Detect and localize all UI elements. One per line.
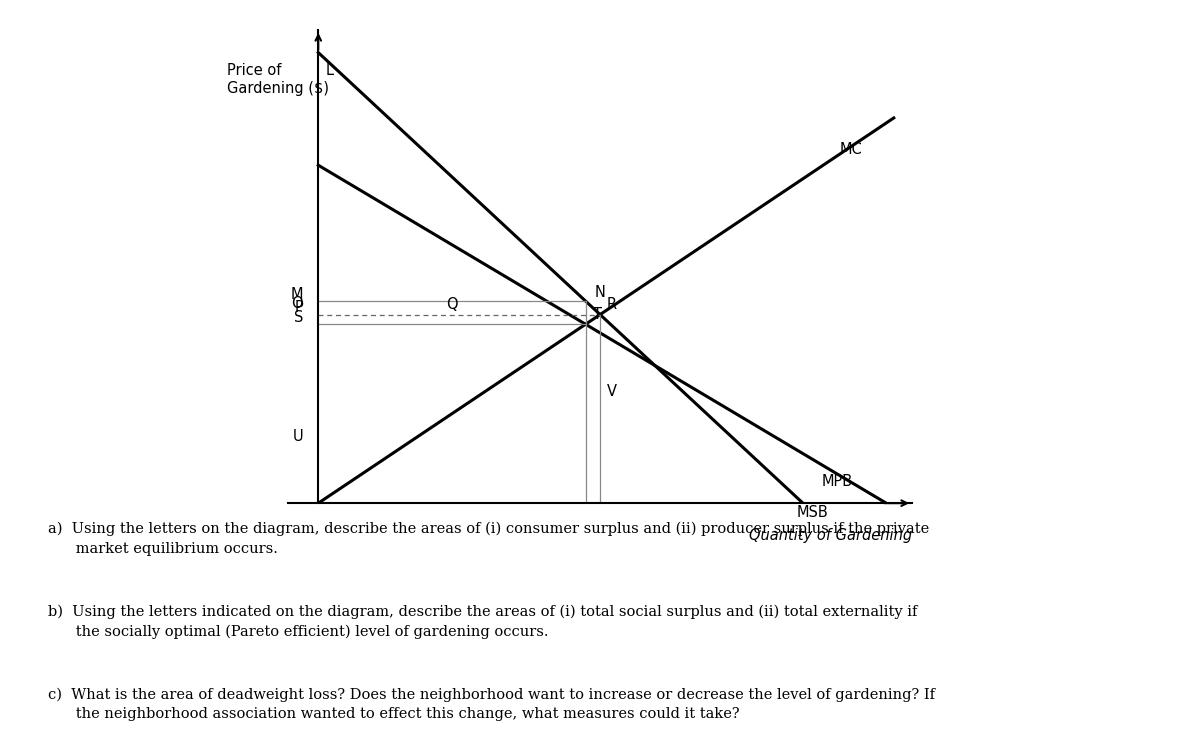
Text: a)  Using the letters on the diagram, describe the areas of (i) consumer surplus: a) Using the letters on the diagram, des… [48, 522, 929, 556]
Text: Q: Q [446, 297, 458, 312]
Text: S: S [294, 310, 304, 325]
Text: MC: MC [839, 142, 862, 157]
Text: M: M [290, 287, 304, 302]
Text: L: L [325, 63, 334, 78]
Text: P: P [294, 300, 304, 315]
Text: R: R [606, 297, 617, 312]
Text: MPB: MPB [821, 474, 852, 489]
Text: O: O [292, 296, 304, 311]
Text: N: N [595, 285, 606, 300]
Text: b)  Using the letters indicated on the diagram, describe the areas of (i) total : b) Using the letters indicated on the di… [48, 605, 917, 639]
Text: c)  What is the area of deadweight loss? Does the neighborhood want to increase : c) What is the area of deadweight loss? … [48, 687, 935, 721]
Text: Quantity of Gardening: Quantity of Gardening [749, 528, 912, 543]
Text: Price of
Gardening ($): Price of Gardening ($) [228, 63, 330, 95]
Text: U: U [293, 429, 304, 444]
Text: V: V [607, 384, 617, 399]
Text: MSB: MSB [797, 505, 829, 520]
Text: T: T [593, 307, 602, 322]
